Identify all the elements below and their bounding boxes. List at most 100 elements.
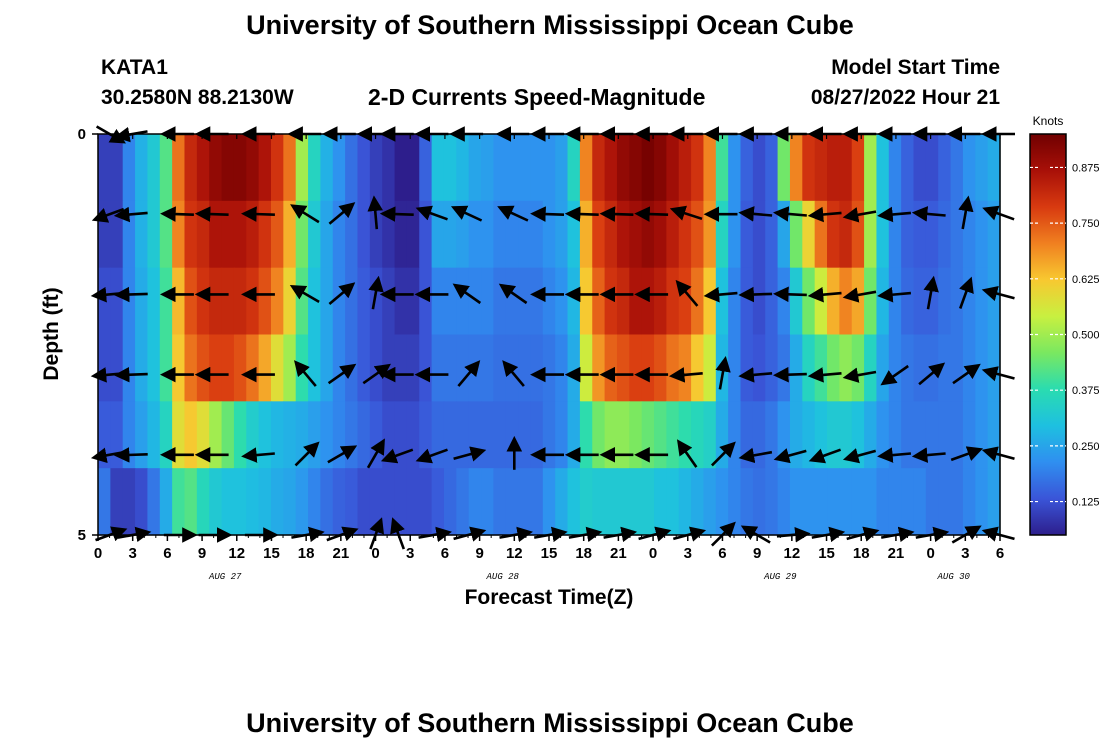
heatmap-cell: [950, 401, 964, 469]
heatmap-cell: [406, 401, 420, 469]
heatmap-cell: [122, 267, 136, 336]
heatmap-cell: [221, 334, 235, 402]
heatmap-cell: [369, 334, 383, 402]
heatmap-cell: [876, 334, 890, 402]
heatmap-cell: [135, 334, 149, 402]
current-vector-arrow: [842, 287, 877, 303]
colorbar-tick-label: 0.750: [1072, 218, 1100, 230]
heatmap-cell: [740, 334, 754, 402]
date-label: AUG 28: [486, 572, 520, 582]
heatmap-cell: [233, 267, 247, 336]
current-vector-arrow: [703, 286, 738, 303]
date-label: AUG 27: [208, 572, 242, 582]
heatmap-cell: [851, 401, 865, 469]
heatmap-cell: [728, 200, 742, 269]
heatmap-cell: [468, 334, 482, 402]
heatmap-cell: [555, 267, 569, 336]
heatmap-cell: [369, 200, 383, 269]
heatmap-cell: [481, 401, 494, 469]
heatmap-cell: [691, 200, 705, 269]
heatmap-cell: [505, 267, 519, 336]
heatmap-cell: [283, 134, 297, 202]
heatmap-cell: [320, 468, 334, 536]
heatmap-cell: [283, 468, 297, 536]
heatmap-cell: [839, 468, 853, 536]
heatmap-cell: [765, 334, 779, 402]
heatmap-cell: [270, 401, 284, 469]
station-coordinates: 30.2580N 88.2130W: [101, 86, 294, 109]
heatmap-cell: [258, 401, 272, 469]
current-vector-arrow: [952, 363, 981, 385]
current-vector-arrow: [923, 275, 939, 310]
current-vector-arrow: [773, 206, 807, 222]
heatmap-cell: [270, 468, 284, 536]
heatmap-cell: [308, 267, 322, 336]
heatmap-cell: [394, 267, 408, 336]
current-vector-arrow: [453, 446, 487, 462]
heatmap-cell: [975, 468, 989, 536]
heatmap-cell: [98, 401, 111, 469]
heatmap-cell: [468, 267, 482, 336]
heatmap-cell: [913, 200, 927, 269]
heatmap-cell: [938, 200, 952, 269]
heatmap-cell: [579, 134, 593, 202]
heatmap-cell: [654, 468, 667, 536]
heatmap-cell: [604, 134, 618, 202]
x-tick-label: 21: [333, 545, 350, 562]
heatmap-cell: [678, 334, 692, 402]
heatmap-cell: [616, 267, 630, 336]
heatmap-cell: [431, 134, 445, 202]
heatmap-cell: [814, 200, 828, 269]
current-vector-arrow: [842, 367, 877, 383]
current-vector-arrow: [415, 448, 448, 464]
heatmap-cell: [814, 134, 828, 202]
date-label: AUG 29: [763, 572, 797, 582]
heatmap-cell: [616, 134, 630, 202]
heatmap-cell: [431, 334, 445, 402]
heatmap-cell: [345, 134, 359, 202]
heatmap-cell: [110, 401, 124, 469]
heatmap-cell: [728, 267, 742, 336]
heatmap-cell: [159, 468, 173, 536]
x-tick-label: 0: [926, 545, 934, 562]
heatmap-cell: [122, 134, 136, 202]
heatmap-cell: [629, 267, 643, 336]
heatmap-cell: [888, 134, 902, 202]
heatmap-cell: [406, 134, 420, 202]
heatmap-cell: [283, 200, 297, 269]
heatmap-cell: [147, 334, 161, 402]
heatmap-cell: [802, 334, 816, 402]
heatmap-cell: [147, 468, 161, 536]
heatmap-cell: [765, 267, 779, 336]
heatmap-cell: [542, 134, 556, 202]
heatmap-cell: [715, 468, 729, 536]
x-tick-label: 6: [718, 545, 726, 562]
heatmap-cell: [839, 200, 853, 269]
heatmap-cell: [481, 134, 494, 202]
heatmap-cell: [98, 134, 111, 202]
heatmap-cell: [110, 468, 124, 536]
heatmap-cell: [542, 334, 556, 402]
current-vector-arrow: [668, 367, 703, 383]
x-tick-label: 3: [129, 545, 137, 562]
heatmap-cell: [876, 401, 890, 469]
heatmap-cell: [913, 468, 927, 536]
heatmap-cell: [851, 334, 865, 402]
current-vector-arrow: [497, 205, 529, 222]
current-vector-arrow: [498, 283, 528, 305]
x-tick-label: 6: [441, 545, 449, 562]
x-tick-label: 3: [961, 545, 969, 562]
heatmap-cell: [518, 334, 532, 402]
heatmap-cell: [320, 267, 334, 336]
heatmap-cell: [925, 401, 939, 469]
heatmap-cell: [765, 134, 779, 202]
heatmap-cell: [950, 200, 964, 269]
heatmap-cell: [901, 134, 915, 202]
heatmap-cell: [369, 468, 383, 536]
heatmap-cell: [209, 334, 223, 402]
heatmap-cell: [691, 267, 705, 336]
colorbar-tick-label: 0.125: [1072, 497, 1100, 509]
heatmap-cell: [443, 267, 457, 336]
heatmap-cell: [221, 200, 235, 269]
current-vector-arrow: [715, 355, 731, 390]
